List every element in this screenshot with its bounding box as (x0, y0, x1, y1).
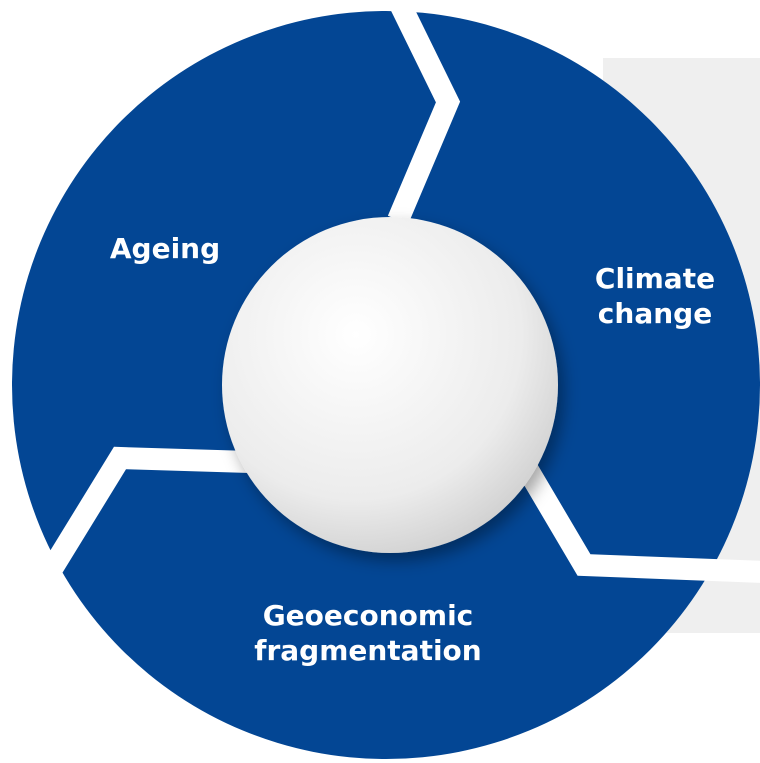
label-line: Climate (595, 262, 715, 295)
label-line: Geoeconomic (263, 599, 474, 632)
label-line: change (598, 297, 712, 330)
segment-label: Ageing (110, 232, 220, 265)
segment-gaps (40, 0, 760, 583)
segment-label: Geoeconomic fragmentation (254, 599, 481, 667)
gap (40, 446, 251, 578)
gap (387, 0, 461, 225)
center-hub (222, 217, 558, 553)
label-line: fragmentation (254, 634, 481, 667)
gap (515, 459, 760, 583)
segment-label: Climate change (595, 262, 715, 330)
